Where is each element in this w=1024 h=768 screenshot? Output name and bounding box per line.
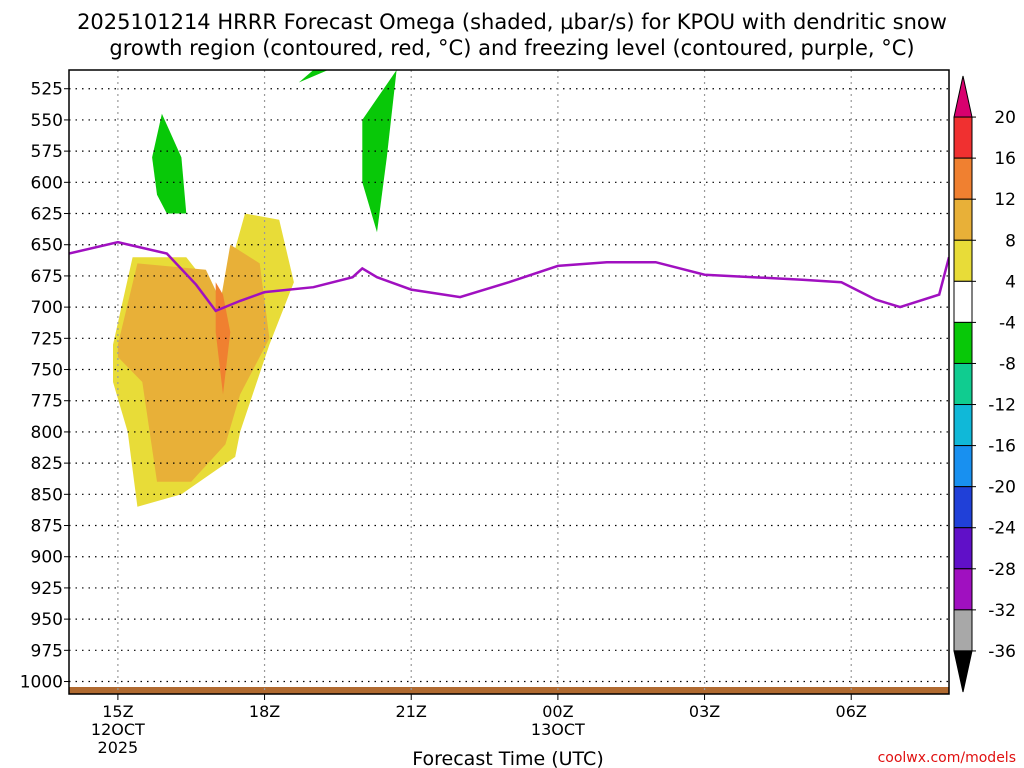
y-tick-label-925: 925 <box>31 579 63 599</box>
colorbar-label-9: -20 <box>988 478 1016 498</box>
omega-region-3 <box>152 113 187 214</box>
y-axis: 525 550 575 600 625 650 675 700 725 750 775 800 825 8… <box>20 80 69 693</box>
colorbar-swatch-11 <box>953 527 973 570</box>
x-tick-date-00Z: 13OCT <box>531 720 585 739</box>
colorbar-swatch-6 <box>953 321 973 364</box>
chart-title: 2025101214 HRRR Forecast Omega (shaded, … <box>77 10 947 60</box>
y-tick-label-675: 675 <box>31 267 63 287</box>
y-tick-label-800: 800 <box>31 423 63 443</box>
freezing-level-path <box>69 240 949 313</box>
colorbar-swatch-4 <box>953 239 973 282</box>
ground-strip <box>69 687 949 694</box>
watermark: coolwx.com/models <box>878 750 1016 766</box>
colorbar-swatch-9 <box>953 445 973 488</box>
x-tick-label-06Z: 06Z <box>836 702 867 721</box>
colorbar-label-8: -16 <box>988 437 1016 457</box>
colorbar-top-arrow <box>953 75 973 118</box>
colorbar: 20 16 12 8 4 -4 -8 -12 -16 -20 -24 -28 -32 -36 <box>953 75 1016 693</box>
colorbar-swatch-8 <box>953 404 973 447</box>
grid-lines <box>69 70 949 694</box>
colorbar-bottom-arrow <box>953 650 973 693</box>
colorbar-swatch-12 <box>953 568 973 611</box>
y-tick-label-625: 625 <box>31 205 63 225</box>
colorbar-swatch-3 <box>953 198 973 241</box>
x-tick-label-18Z: 18Z <box>249 702 280 721</box>
y-tick-label-700: 700 <box>31 298 63 318</box>
colorbar-swatch-7 <box>953 362 973 406</box>
x-tick-label-21Z: 21Z <box>396 702 427 721</box>
y-tick-label-775: 775 <box>31 392 63 412</box>
x-tick-label-00Z: 00Z <box>542 702 573 721</box>
colorbar-swatch-10 <box>953 486 973 529</box>
colorbar-label-4: 4 <box>1005 272 1016 292</box>
y-tick-label-725: 725 <box>31 329 63 349</box>
y-tick-label-975: 975 <box>31 641 63 661</box>
colorbar-label-13: -36 <box>988 642 1016 662</box>
colorbar-swatch-1 <box>953 116 973 159</box>
x-tick-year-15Z: 2025 <box>98 738 139 757</box>
colorbar-swatch-2 <box>953 157 973 200</box>
y-tick-label-950: 950 <box>31 610 63 630</box>
x-tick-date-15Z: 12OCT <box>91 720 145 739</box>
y-tick-label-525: 525 <box>31 80 63 100</box>
omega-region-5 <box>362 70 397 233</box>
colorbar-swatch-5 <box>953 280 973 323</box>
freezing-level-line <box>69 240 949 313</box>
x-axis-title: Forecast Time (UTC) <box>412 748 603 768</box>
y-tick-label-750: 750 <box>31 361 63 381</box>
colorbar-label-10: -24 <box>988 519 1016 539</box>
colorbar-label-7: -12 <box>988 396 1016 416</box>
colorbar-label-1: 16 <box>994 149 1016 169</box>
plot-frame <box>68 69 950 695</box>
y-tick-label-650: 650 <box>31 236 63 256</box>
y-tick-label-575: 575 <box>31 142 63 162</box>
title-line-2: growth region (contoured, red, °C) and f… <box>109 36 914 60</box>
y-tick-label-600: 600 <box>31 173 63 193</box>
title-line-1: 2025101214 HRRR Forecast Omega (shaded, … <box>77 10 947 34</box>
omega-region-4 <box>298 70 329 83</box>
colorbar-label-5: -4 <box>999 313 1016 333</box>
colorbar-label-12: -32 <box>988 601 1016 621</box>
y-tick-label-825: 825 <box>31 454 63 474</box>
colorbar-label-11: -28 <box>988 560 1016 580</box>
y-tick-label-875: 875 <box>31 517 63 537</box>
colorbar-swatch-13 <box>953 609 973 652</box>
colorbar-label-2: 12 <box>994 190 1016 210</box>
y-tick-label-900: 900 <box>31 548 63 568</box>
y-tick-label-1000: 1000 <box>20 673 63 693</box>
x-tick-label-15Z: 15Z <box>102 702 133 721</box>
colorbar-label-3: 8 <box>1005 231 1016 251</box>
y-tick-label-550: 550 <box>31 111 63 131</box>
x-tick-label-03Z: 03Z <box>689 702 720 721</box>
colorbar-label-6: -8 <box>999 354 1016 374</box>
y-tick-label-850: 850 <box>31 485 63 505</box>
colorbar-label-0: 20 <box>994 108 1016 128</box>
